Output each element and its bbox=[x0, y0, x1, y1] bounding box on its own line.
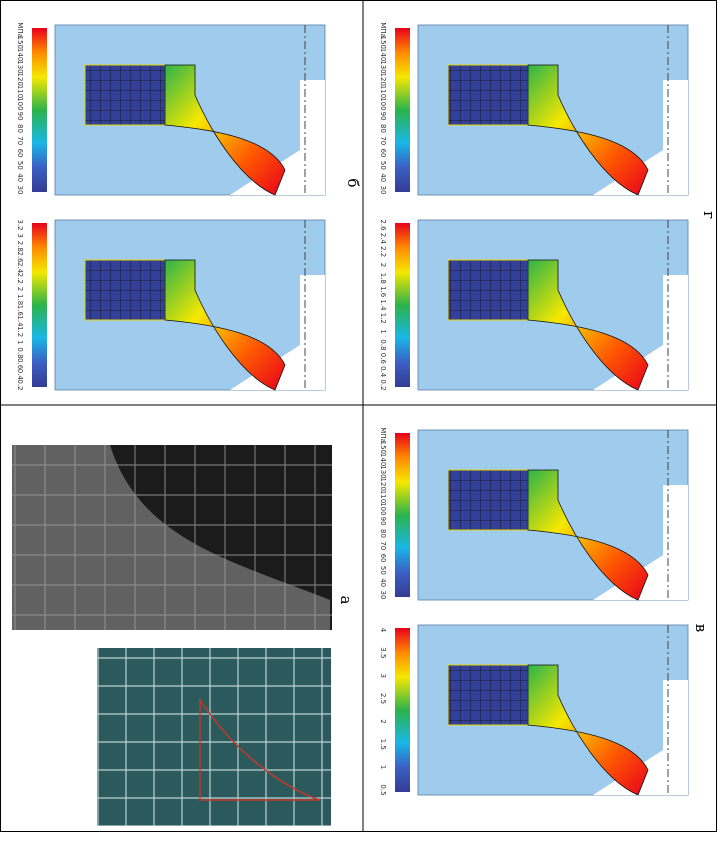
panel-label: г bbox=[700, 211, 717, 219]
colorbar-tick-label: 3.5 bbox=[379, 647, 387, 658]
colorbar-tick-label: 0.2 bbox=[379, 379, 387, 390]
billet-grid bbox=[448, 470, 528, 530]
billet-grid bbox=[448, 260, 528, 320]
colorbar-tick-label: 60 bbox=[16, 149, 24, 158]
colorbar-tick-label: 1.2 bbox=[16, 326, 24, 337]
colorbar-tick-label: 80 bbox=[379, 124, 387, 133]
colorbar-tick-label: 50 bbox=[379, 161, 387, 170]
colorbar-tick-label: 1.6 bbox=[379, 286, 387, 298]
billet-grid bbox=[448, 665, 528, 725]
colorbar-tick-label: 2 bbox=[379, 263, 387, 267]
colorbar-tick-label: 1.8 bbox=[16, 294, 24, 305]
colorbar-tick-label: 40 bbox=[16, 173, 24, 182]
colorbar-tick-label: 2.6 bbox=[379, 219, 387, 231]
colorbar-tick-label: 2.4 bbox=[379, 233, 387, 245]
colorbar-tick-label: 70 bbox=[16, 136, 24, 145]
billet-grid bbox=[85, 260, 165, 320]
colorbar-tick-label: 3 bbox=[16, 233, 24, 237]
colorbar-tick-label: 70 bbox=[379, 136, 387, 145]
colorbar-tick-label: 60 bbox=[379, 554, 387, 563]
colorbar bbox=[32, 223, 47, 387]
colorbar-tick-label: 2.2 bbox=[16, 273, 24, 284]
colorbar-tick-label: 1 bbox=[379, 765, 387, 769]
colorbar bbox=[395, 28, 410, 192]
colorbar-tick-label: 1.2 bbox=[379, 313, 387, 324]
panel-label: а bbox=[337, 596, 355, 605]
colorbar-tick-label: 3 bbox=[379, 673, 387, 677]
colorbar-tick-label: 40 bbox=[379, 173, 387, 182]
colorbar-tick-label: 1 bbox=[379, 329, 387, 333]
figure: абМПа150140130120110100908070605040303.2… bbox=[0, 0, 717, 843]
photos bbox=[12, 445, 332, 826]
colorbar-tick-label: 30 bbox=[379, 591, 387, 600]
colorbar-tick-label: 60 bbox=[379, 149, 387, 158]
colorbar-tick-label: 1 bbox=[16, 340, 24, 344]
colorbar-tick-label: 80 bbox=[379, 529, 387, 538]
colorbar-tick-label: 1.5 bbox=[379, 739, 387, 750]
panel-label: б bbox=[344, 178, 362, 187]
colorbar bbox=[395, 628, 410, 792]
colorbar bbox=[32, 28, 47, 192]
colorbar-tick-label: 100 bbox=[16, 97, 24, 110]
colorbar-tick-label: 1.4 bbox=[379, 299, 387, 311]
colorbar-tick-label: 90 bbox=[16, 112, 24, 121]
colorbar bbox=[395, 223, 410, 387]
colorbar-tick-label: 3.2 bbox=[16, 219, 24, 230]
colorbar-tick-label: 0.4 bbox=[379, 366, 387, 378]
colorbar-tick-label: 2 bbox=[16, 287, 24, 291]
colorbar-tick-label: 100 bbox=[379, 502, 387, 515]
colorbar-tick-label: 50 bbox=[379, 566, 387, 575]
billet-grid bbox=[448, 65, 528, 125]
colorbar-tick-label: 1.8 bbox=[379, 273, 387, 284]
colorbar-tick-label: 0.2 bbox=[16, 379, 24, 390]
colorbar-tick-label: 80 bbox=[16, 124, 24, 133]
panel-label: в bbox=[692, 624, 710, 632]
colorbar-tick-label: 50 bbox=[16, 161, 24, 170]
colorbar-tick-label: 40 bbox=[379, 578, 387, 587]
colorbar-tick-label: 90 bbox=[379, 517, 387, 526]
billet-grid bbox=[85, 65, 165, 125]
colorbar-tick-label: 70 bbox=[379, 541, 387, 550]
colorbar-tick-label: 4 bbox=[379, 628, 387, 633]
colorbar-tick-label: 2.5 bbox=[379, 693, 387, 704]
colorbar-tick-label: 2 bbox=[379, 719, 387, 723]
colorbar-tick-label: 90 bbox=[379, 112, 387, 121]
colorbar-tick-label: 0.5 bbox=[379, 784, 387, 795]
colorbar-tick-label: 30 bbox=[379, 186, 387, 195]
colorbar-tick-label: 30 bbox=[16, 186, 24, 195]
colorbar bbox=[395, 433, 410, 597]
colorbar-tick-label: 0.8 bbox=[379, 339, 387, 350]
colorbar-tick-label: 100 bbox=[379, 97, 387, 110]
colorbar-tick-label: 2.8 bbox=[16, 241, 24, 252]
colorbar-tick-label: 0.6 bbox=[379, 353, 387, 365]
colorbar-tick-label: 2.2 bbox=[379, 246, 387, 257]
colorbar-tick-label: 0.8 bbox=[16, 347, 24, 358]
